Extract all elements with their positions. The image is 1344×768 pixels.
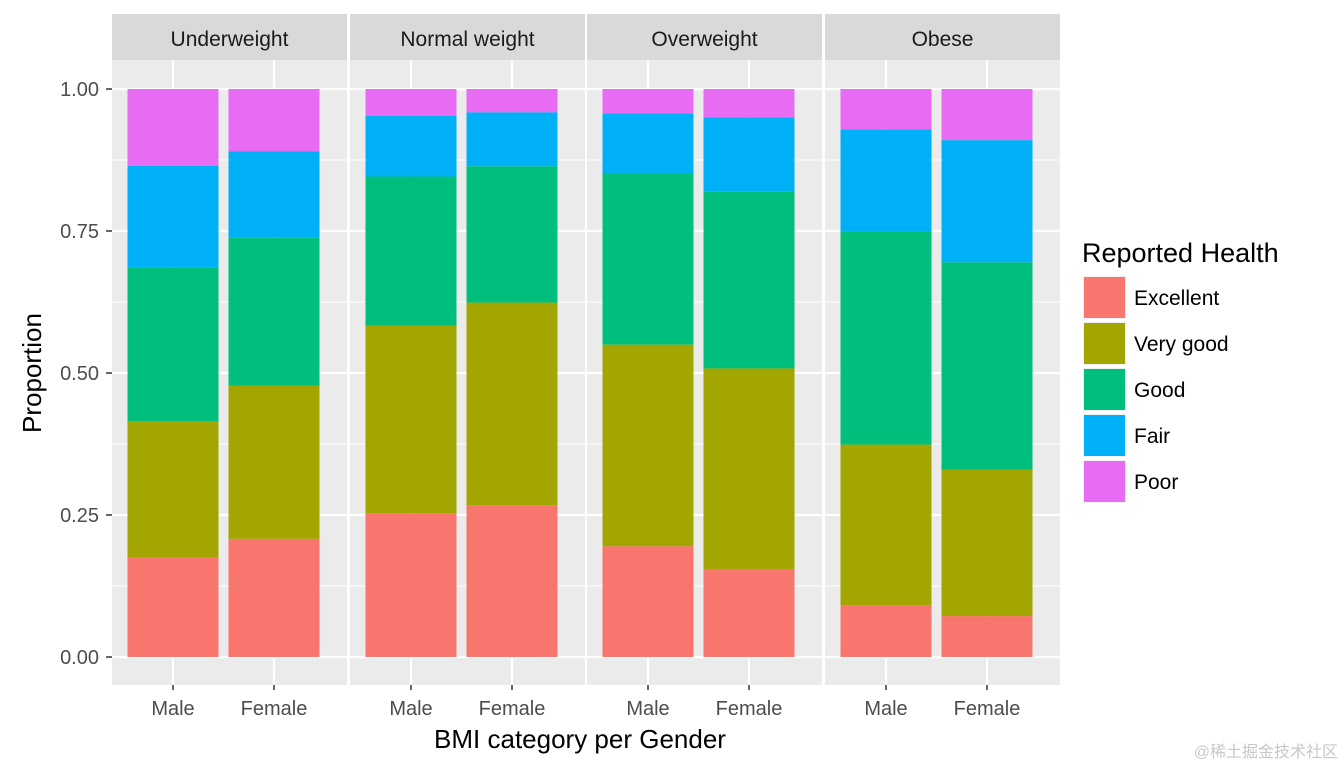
bar-segment-fair (365, 115, 457, 177)
facet-strip (825, 14, 1060, 60)
x-tick-label: Male (626, 698, 669, 720)
bar-segment-poor (941, 89, 1033, 141)
legend: Reported Health Excellent Very good Good Fa… (1082, 238, 1279, 503)
bar-segment-poor (228, 89, 320, 152)
bar-segment-very-good (466, 302, 558, 506)
bar-segment-fair (703, 117, 795, 192)
legend-label: Poor (1134, 471, 1178, 494)
x-tick-label: Female (479, 698, 546, 720)
bar-segment-fair (840, 129, 932, 232)
bar-segment-very-good (703, 368, 795, 569)
facet-panel: Obese Male Female (825, 14, 1060, 720)
bar-segment-good (228, 237, 320, 386)
bar-segment-fair (602, 113, 694, 174)
y-axis-title: Proportion (17, 313, 47, 433)
bar-segment-poor (127, 89, 219, 166)
bar-segment-excellent (840, 605, 932, 657)
bar-segment-very-good (840, 444, 932, 606)
y-tick-label: 1.00 (60, 79, 99, 101)
bar-segment-excellent (703, 568, 795, 657)
x-tick-label: Female (954, 698, 1021, 720)
facet-label: Obese (912, 28, 974, 51)
bar-segment-excellent (466, 505, 558, 657)
facet-label: Normal weight (400, 28, 534, 51)
bar-segment-poor (703, 89, 795, 118)
y-tick-label: 0.75 (60, 221, 99, 243)
facet-strip (587, 14, 822, 60)
bar-segment-good (941, 262, 1033, 470)
bar-segment-poor (365, 89, 457, 116)
legend-label: Excellent (1134, 287, 1219, 310)
bar-segment-good (703, 191, 795, 369)
facet-label: Underweight (171, 28, 289, 51)
x-tick-label: Male (151, 698, 194, 720)
bar-segment-excellent (228, 538, 320, 657)
watermark: @稀土掘金技术社区 (1194, 743, 1338, 761)
facet-panels: Underweight Male Female Normal weight Male Fe… (112, 14, 1060, 720)
bar-segment-poor (602, 89, 694, 114)
y-axis: 0.00 0.25 0.50 0.75 1.00 (60, 79, 112, 669)
bar-segment-very-good (602, 344, 694, 547)
bar-segment-very-good (941, 469, 1033, 617)
legend-label: Good (1134, 379, 1185, 402)
y-tick-label: 0.25 (60, 505, 99, 527)
legend-label: Fair (1134, 425, 1170, 448)
bar-segment-poor (840, 89, 932, 130)
bar-segment-good (840, 231, 932, 445)
bar-segment-excellent (365, 513, 457, 657)
y-tick-label: 0.00 (60, 647, 99, 669)
legend-key-swatch (1084, 323, 1125, 364)
y-tick-label: 0.50 (60, 363, 99, 385)
bar-segment-very-good (365, 325, 457, 514)
bar-segment-very-good (228, 385, 320, 539)
bar-segment-fair (941, 140, 1033, 263)
facet-label: Overweight (651, 28, 757, 51)
x-tick-label: Female (716, 698, 783, 720)
bar-segment-very-good (127, 421, 219, 558)
bar-segment-excellent (602, 546, 694, 657)
bar-segment-good (602, 173, 694, 345)
legend-title: Reported Health (1082, 238, 1279, 268)
bar-segment-fair (466, 112, 558, 167)
bar-segment-fair (127, 165, 219, 268)
bar-segment-fair (228, 151, 320, 238)
bar-segment-excellent (941, 616, 1033, 657)
bar-segment-good (365, 176, 457, 326)
x-tick-label: Male (864, 698, 907, 720)
legend-label: Very good (1134, 333, 1229, 356)
bar-segment-poor (466, 89, 558, 113)
facet-strip (350, 14, 585, 60)
facet-panel: Normal weight Male Female (350, 14, 585, 720)
legend-key-swatch (1084, 277, 1125, 318)
x-axis-title: BMI category per Gender (434, 724, 726, 754)
facet-strip (112, 14, 347, 60)
bar-segment-good (127, 267, 219, 422)
legend-key-swatch (1084, 369, 1125, 410)
legend-keys: Excellent Very good Good Fair Poor (1083, 276, 1229, 503)
bar-segment-excellent (127, 557, 219, 657)
x-tick-label: Male (389, 698, 432, 720)
facet-panel: Overweight Male Female (587, 14, 822, 720)
facet-panel: Underweight Male Female (112, 14, 347, 720)
legend-key-swatch (1084, 461, 1125, 502)
x-tick-label: Female (241, 698, 308, 720)
legend-key-swatch (1084, 415, 1125, 456)
bar-segment-good (466, 166, 558, 303)
